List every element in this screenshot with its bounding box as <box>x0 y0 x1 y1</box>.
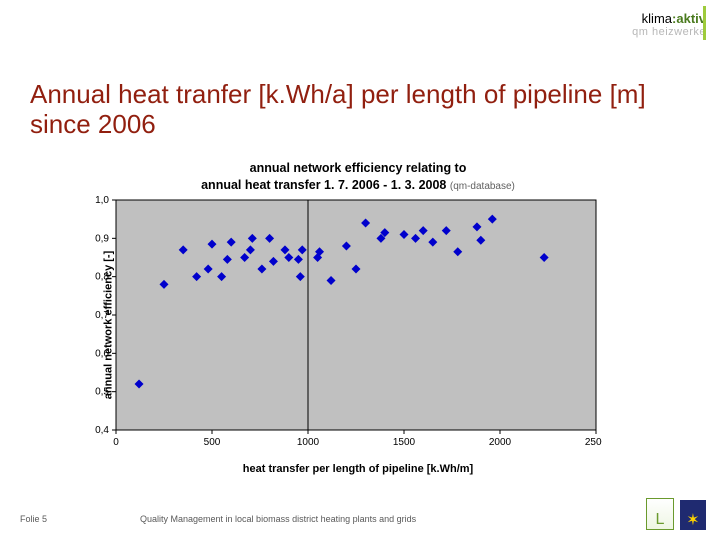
slide: klima:aktiv qm heizwerke Annual heat tra… <box>0 0 720 540</box>
slide-number: Folie 5 <box>20 514 47 524</box>
logo-accent-bar <box>703 6 706 40</box>
svg-text:0,4: 0,4 <box>95 425 109 436</box>
y-axis-label: annual network efficiency [-] <box>102 251 114 400</box>
svg-text:1000: 1000 <box>297 437 320 448</box>
svg-text:2500: 2500 <box>585 437 602 448</box>
scatter-svg: 0,40,50,60,70,80,91,00500100015002000250… <box>78 194 602 452</box>
svg-text:1500: 1500 <box>393 437 416 448</box>
chart-title: annual network efficiency relating to an… <box>78 160 638 194</box>
logo-line1: klima:aktiv <box>632 12 706 26</box>
svg-text:1,0: 1,0 <box>95 195 109 206</box>
footer-logos: L ✶ <box>646 498 706 530</box>
x-axis-label: heat transfer per length of pipeline [k.… <box>78 463 638 475</box>
footer-text: Quality Management in local biomass dist… <box>140 514 416 524</box>
svg-text:0: 0 <box>113 437 119 448</box>
svg-text:500: 500 <box>204 437 221 448</box>
logo-word-b: aktiv <box>676 11 706 26</box>
chart-title-sub: (qm-database) <box>450 181 515 192</box>
logo-top: klima:aktiv qm heizwerke <box>632 12 706 38</box>
page-title: Annual heat tranfer [k.Wh/a] per length … <box>30 80 670 140</box>
chart-title-l1: annual network efficiency relating to <box>250 161 467 175</box>
chart-plot: annual network efficiency [-] 0,40,50,60… <box>78 194 638 457</box>
logo-line2: qm heizwerke <box>632 26 706 38</box>
logo-l-icon: L <box>646 498 674 530</box>
logo-word-a: klima <box>642 11 672 26</box>
svg-text:2000: 2000 <box>489 437 512 448</box>
svg-text:0,9: 0,9 <box>95 233 109 244</box>
chart-container: annual network efficiency relating to an… <box>78 160 638 475</box>
logo-x-icon: ✶ <box>680 500 706 530</box>
chart-title-l2: annual heat transfer 1. 7. 2006 - 1. 3. … <box>201 178 446 192</box>
